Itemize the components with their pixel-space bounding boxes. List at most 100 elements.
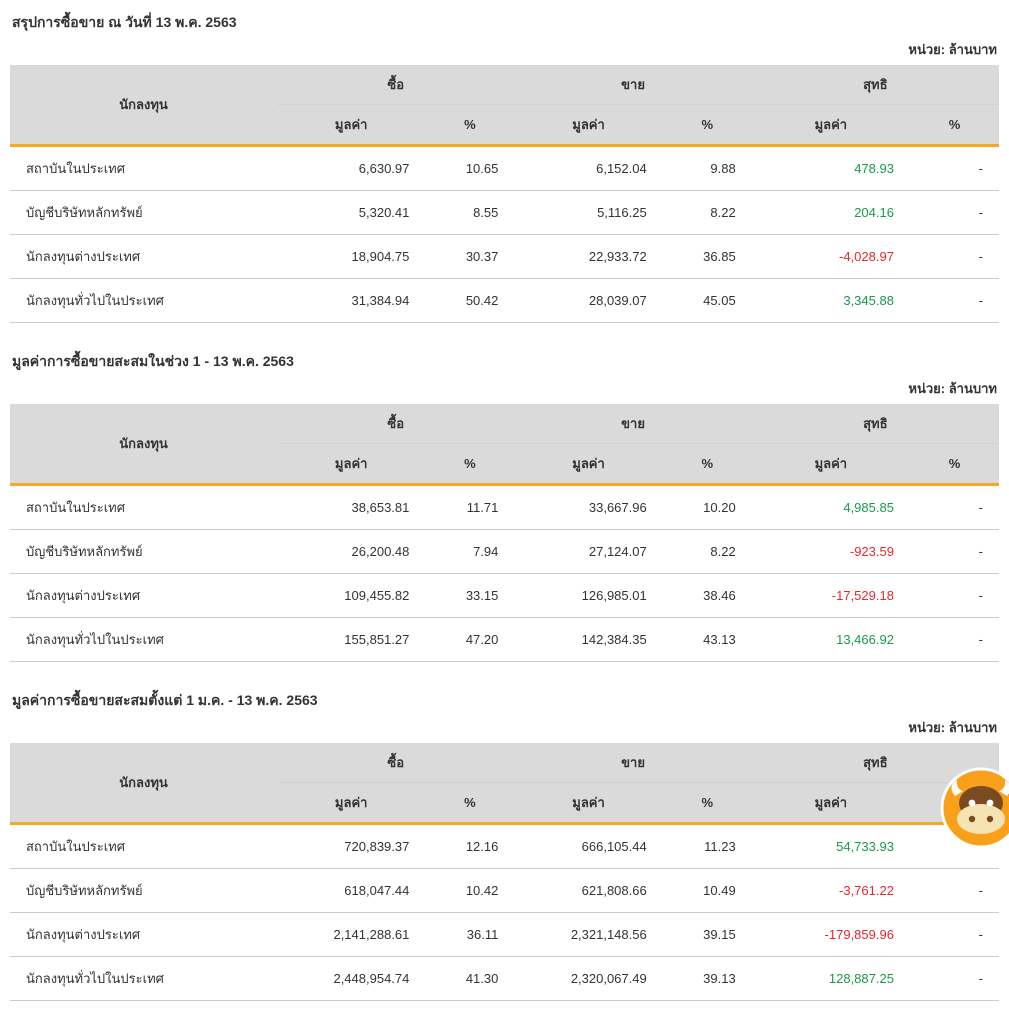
col-subheader-buy-percent: % bbox=[425, 783, 514, 824]
investor-name: สถาบันในประเทศ bbox=[10, 146, 277, 191]
sell-percent: 11.23 bbox=[663, 824, 752, 869]
col-header-net: สุทธิ bbox=[752, 65, 999, 105]
investor-name: บัญชีบริษัทหลักทรัพย์ bbox=[10, 191, 277, 235]
buy-value: 2,141,288.61 bbox=[277, 913, 425, 957]
buy-percent: 8.55 bbox=[425, 191, 514, 235]
col-subheader-sell-value: มูลค่า bbox=[514, 783, 662, 824]
buy-value: 26,200.48 bbox=[277, 530, 425, 574]
sell-value: 6,152.04 bbox=[514, 146, 662, 191]
buy-percent: 50.42 bbox=[425, 279, 514, 323]
col-subheader-buy-value: มูลค่า bbox=[277, 783, 425, 824]
net-percent: - bbox=[910, 957, 999, 1001]
col-subheader-net-percent: % bbox=[910, 444, 999, 485]
col-subheader-buy-value: มูลค่า bbox=[277, 444, 425, 485]
sell-percent: 45.05 bbox=[663, 279, 752, 323]
investor-name: นักลงทุนต่างประเทศ bbox=[10, 574, 277, 618]
buy-value: 2,448,954.74 bbox=[277, 957, 425, 1001]
buy-percent: 47.20 bbox=[425, 618, 514, 662]
col-header-buy: ซื้อ bbox=[277, 404, 514, 444]
buy-value: 155,851.27 bbox=[277, 618, 425, 662]
chatbot-bull-mascot-button[interactable] bbox=[939, 766, 1009, 850]
net-percent: - bbox=[910, 530, 999, 574]
buy-percent: 10.65 bbox=[425, 146, 514, 191]
buy-value: 5,320.41 bbox=[277, 191, 425, 235]
sell-value: 2,320,067.49 bbox=[514, 957, 662, 1001]
sell-value: 2,321,148.56 bbox=[514, 913, 662, 957]
section-title: สรุปการซื้อขาย ณ วันที่ 13 พ.ค. 2563 bbox=[10, 8, 999, 36]
col-header-net: สุทธิ bbox=[752, 404, 999, 444]
sell-percent: 39.13 bbox=[663, 957, 752, 1001]
table-row: สถาบันในประเทศ 6,630.97 10.65 6,152.04 9… bbox=[10, 146, 999, 191]
net-value: 4,985.85 bbox=[752, 485, 910, 530]
investor-name: นักลงทุนทั่วไปในประเทศ bbox=[10, 618, 277, 662]
buy-percent: 36.11 bbox=[425, 913, 514, 957]
table-header-group-row: นักลงทุน ซื้อ ขาย สุทธิ bbox=[10, 743, 999, 783]
col-header-sell: ขาย bbox=[514, 743, 751, 783]
buy-percent: 30.37 bbox=[425, 235, 514, 279]
table-row: สถาบันในประเทศ 720,839.37 12.16 666,105.… bbox=[10, 824, 999, 869]
buy-value: 109,455.82 bbox=[277, 574, 425, 618]
net-percent: - bbox=[910, 146, 999, 191]
unit-label: หน่วย: ล้านบาท bbox=[10, 36, 999, 65]
table-row: นักลงทุนทั่วไปในประเทศ 155,851.27 47.20 … bbox=[10, 618, 999, 662]
col-subheader-sell-value: มูลค่า bbox=[514, 105, 662, 146]
net-percent: - bbox=[910, 279, 999, 323]
buy-value: 720,839.37 bbox=[277, 824, 425, 869]
sell-value: 621,808.66 bbox=[514, 869, 662, 913]
investor-name: นักลงทุนทั่วไปในประเทศ bbox=[10, 957, 277, 1001]
net-value: -17,529.18 bbox=[752, 574, 910, 618]
net-value: -4,028.97 bbox=[752, 235, 910, 279]
net-percent: - bbox=[910, 618, 999, 662]
buy-percent: 41.30 bbox=[425, 957, 514, 1001]
table-row: นักลงทุนทั่วไปในประเทศ 2,448,954.74 41.3… bbox=[10, 957, 999, 1001]
buy-percent: 11.71 bbox=[425, 485, 514, 530]
col-header-buy: ซื้อ bbox=[277, 65, 514, 105]
buy-value: 38,653.81 bbox=[277, 485, 425, 530]
col-subheader-sell-percent: % bbox=[663, 105, 752, 146]
sell-percent: 10.49 bbox=[663, 869, 752, 913]
net-value: 204.16 bbox=[752, 191, 910, 235]
unit-label: หน่วย: ล้านบาท bbox=[10, 375, 999, 404]
sell-value: 142,384.35 bbox=[514, 618, 662, 662]
col-header-sell: ขาย bbox=[514, 65, 751, 105]
table-header-group-row: นักลงทุน ซื้อ ขาย สุทธิ bbox=[10, 404, 999, 444]
net-value: -923.59 bbox=[752, 530, 910, 574]
col-subheader-sell-percent: % bbox=[663, 444, 752, 485]
buy-value: 18,904.75 bbox=[277, 235, 425, 279]
table-row: บัญชีบริษัทหลักทรัพย์ 618,047.44 10.42 6… bbox=[10, 869, 999, 913]
table-row: นักลงทุนทั่วไปในประเทศ 31,384.94 50.42 2… bbox=[10, 279, 999, 323]
table-row: นักลงทุนต่างประเทศ 109,455.82 33.15 126,… bbox=[10, 574, 999, 618]
col-subheader-net-percent: % bbox=[910, 105, 999, 146]
table-row: บัญชีบริษัทหลักทรัพย์ 5,320.41 8.55 5,11… bbox=[10, 191, 999, 235]
investor-name: บัญชีบริษัทหลักทรัพย์ bbox=[10, 530, 277, 574]
sell-value: 33,667.96 bbox=[514, 485, 662, 530]
buy-value: 6,630.97 bbox=[277, 146, 425, 191]
net-percent: - bbox=[910, 913, 999, 957]
sell-percent: 10.20 bbox=[663, 485, 752, 530]
investor-name: นักลงทุนต่างประเทศ bbox=[10, 913, 277, 957]
col-subheader-sell-percent: % bbox=[663, 783, 752, 824]
sell-value: 28,039.07 bbox=[514, 279, 662, 323]
sell-percent: 9.88 bbox=[663, 146, 752, 191]
col-subheader-buy-percent: % bbox=[425, 105, 514, 146]
buy-value: 31,384.94 bbox=[277, 279, 425, 323]
col-header-investor: นักลงทุน bbox=[10, 404, 277, 485]
col-header-buy: ซื้อ bbox=[277, 743, 514, 783]
investor-name: นักลงทุนทั่วไปในประเทศ bbox=[10, 279, 277, 323]
section-title: มูลค่าการซื้อขายสะสมตั้งแต่ 1 ม.ค. - 13 … bbox=[10, 686, 999, 714]
sell-percent: 8.22 bbox=[663, 530, 752, 574]
investor-name: สถาบันในประเทศ bbox=[10, 824, 277, 869]
investor-name: นักลงทุนต่างประเทศ bbox=[10, 235, 277, 279]
net-value: 478.93 bbox=[752, 146, 910, 191]
table-row: นักลงทุนต่างประเทศ 18,904.75 30.37 22,93… bbox=[10, 235, 999, 279]
col-subheader-net-value: มูลค่า bbox=[752, 444, 910, 485]
sell-value: 126,985.01 bbox=[514, 574, 662, 618]
investor-table-daily: นักลงทุน ซื้อ ขาย สุทธิ มูลค่า % มูลค่า … bbox=[10, 65, 999, 323]
col-header-sell: ขาย bbox=[514, 404, 751, 444]
investor-table-mtd: นักลงทุน ซื้อ ขาย สุทธิ มูลค่า % มูลค่า … bbox=[10, 404, 999, 662]
col-subheader-buy-percent: % bbox=[425, 444, 514, 485]
net-value: 3,345.88 bbox=[752, 279, 910, 323]
table-row: บัญชีบริษัทหลักทรัพย์ 26,200.48 7.94 27,… bbox=[10, 530, 999, 574]
net-value: -3,761.22 bbox=[752, 869, 910, 913]
